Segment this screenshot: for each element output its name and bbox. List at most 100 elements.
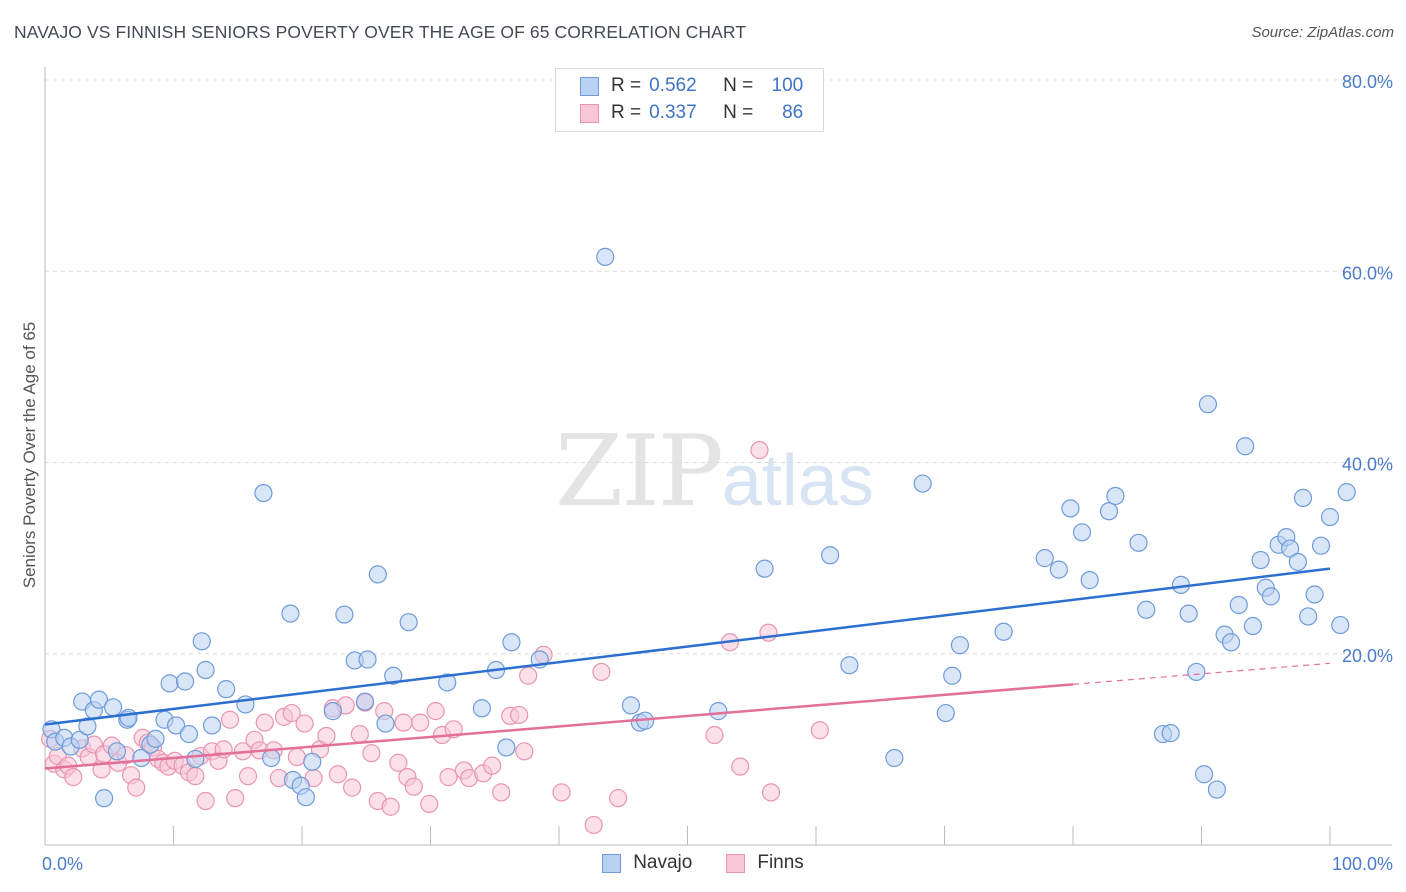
navajo-point-65 (1049, 560, 1068, 579)
y-tick-label-60: 60.0% (1342, 263, 1393, 283)
navajo-point-54 (709, 702, 728, 721)
navajo-point-11 (107, 742, 127, 761)
navajo-point-44 (438, 673, 457, 692)
navajo-point-39 (368, 565, 387, 584)
navajo-point-28 (254, 484, 273, 503)
navajo-point-55 (755, 559, 774, 578)
navajo-point-40 (355, 692, 375, 711)
finns-point-71 (492, 783, 511, 802)
navajo-point-97 (1320, 507, 1340, 527)
navajo-point-59 (913, 474, 932, 493)
finns-point-37 (255, 713, 274, 732)
watermark-zip: ZIP (555, 415, 724, 529)
navajo-r-value: 0.562 (649, 75, 697, 96)
finns-point-80 (609, 789, 628, 808)
navajo-point-85 (1243, 616, 1263, 636)
finns-point-25 (186, 767, 205, 786)
navajo-point-43 (399, 613, 418, 632)
navajo-point-61 (943, 666, 962, 685)
navajo-point-99 (1337, 483, 1356, 502)
navajo-n-label: N = (723, 75, 754, 96)
legend-item-navajo: Navajo (602, 852, 692, 874)
navajo-point-24 (196, 660, 215, 680)
navajo-point-16 (146, 729, 165, 748)
navajo-point-29 (262, 748, 281, 768)
navajo-point-57 (840, 656, 859, 675)
finns-swatch (580, 103, 599, 123)
navajo-point-34 (303, 752, 322, 771)
correlation-legend: R = 0.562 N = 100 R = 0.337 N = 86 (555, 68, 824, 132)
navajo-point-98 (1331, 615, 1350, 635)
navajo-point-74 (1161, 724, 1180, 743)
finns-trend-line-extension (1072, 662, 1331, 685)
navajo-point-69 (1099, 502, 1119, 521)
navajo-swatch (580, 76, 599, 96)
legend-row-navajo: R = 0.562 N = 100 (580, 73, 803, 99)
finns-point-5 (64, 768, 83, 787)
navajo-point-19 (166, 716, 186, 735)
navajo-point-6 (78, 717, 97, 736)
finns-legend-label: Finns (757, 852, 804, 873)
navajo-point-62 (950, 636, 970, 655)
navajo-point-96 (1311, 536, 1331, 555)
navajo-point-21 (179, 724, 199, 744)
finns-point-74 (515, 742, 534, 761)
finns-point-34 (238, 767, 258, 786)
finns-point-51 (350, 724, 369, 744)
navajo-point-92 (1288, 552, 1307, 572)
navajo-point-36 (335, 605, 354, 624)
navajo-point-42 (384, 666, 403, 685)
finns-point-50 (343, 778, 362, 797)
finns-legend-swatch (726, 853, 746, 873)
finns-point-46 (317, 726, 336, 746)
navajo-point-82 (1221, 633, 1241, 652)
navajo-point-95 (1305, 585, 1324, 604)
navajo-point-76 (1179, 604, 1198, 623)
chart-title: NAVAJO VS FINNISH SENIORS POVERTY OVER T… (14, 22, 747, 42)
finns-point-87 (810, 721, 829, 740)
y-tick-label-80: 80.0% (1342, 72, 1393, 92)
navajo-point-35 (323, 702, 342, 721)
finns-point-32 (226, 789, 245, 808)
navajo-legend-label: Navajo (633, 852, 693, 873)
finns-point-43 (295, 714, 314, 733)
navajo-point-38 (358, 650, 377, 669)
navajo-point-67 (1072, 523, 1092, 542)
navajo-point-47 (497, 738, 516, 757)
finns-point-42 (287, 747, 306, 767)
finns-point-84 (750, 440, 769, 460)
watermark: ZIPatlas (555, 415, 874, 529)
x-tick-label-0: 0.0% (42, 854, 83, 874)
finns-n-label: N = (723, 102, 754, 123)
navajo-r-label: R = (611, 75, 642, 96)
finns-point-75 (519, 666, 538, 685)
navajo-point-63 (994, 622, 1013, 641)
y-tick-label-40: 40.0% (1342, 455, 1393, 475)
finns-trend-line (44, 683, 1074, 770)
navajo-point-51 (621, 696, 641, 715)
legend-item-finns: Finns (726, 852, 804, 874)
finns-point-83 (731, 757, 750, 776)
finns-point-60 (404, 777, 423, 796)
legend-row-finns: R = 0.337 N = 86 (580, 100, 803, 126)
navajo-point-79 (1198, 395, 1218, 414)
finns-point-48 (328, 765, 348, 784)
navajo-point-86 (1251, 550, 1270, 570)
navajo-point-9 (95, 789, 114, 808)
finns-point-78 (584, 815, 603, 835)
navajo-point-91 (1281, 539, 1300, 558)
navajo-point-18 (160, 674, 179, 693)
finns-point-65 (439, 768, 458, 787)
navajo-point-68 (1080, 571, 1099, 590)
navajo-point-78 (1194, 765, 1214, 784)
navajo-point-13 (119, 708, 138, 727)
finns-n-value: 86 (782, 102, 804, 123)
navajo-point-71 (1129, 533, 1148, 552)
navajo-point-14 (132, 748, 151, 768)
navajo-point-66 (1061, 499, 1080, 518)
finns-point-61 (411, 713, 430, 732)
finns-point-53 (362, 744, 381, 763)
navajo-legend-swatch (602, 853, 622, 873)
finns-point-70 (483, 756, 502, 775)
